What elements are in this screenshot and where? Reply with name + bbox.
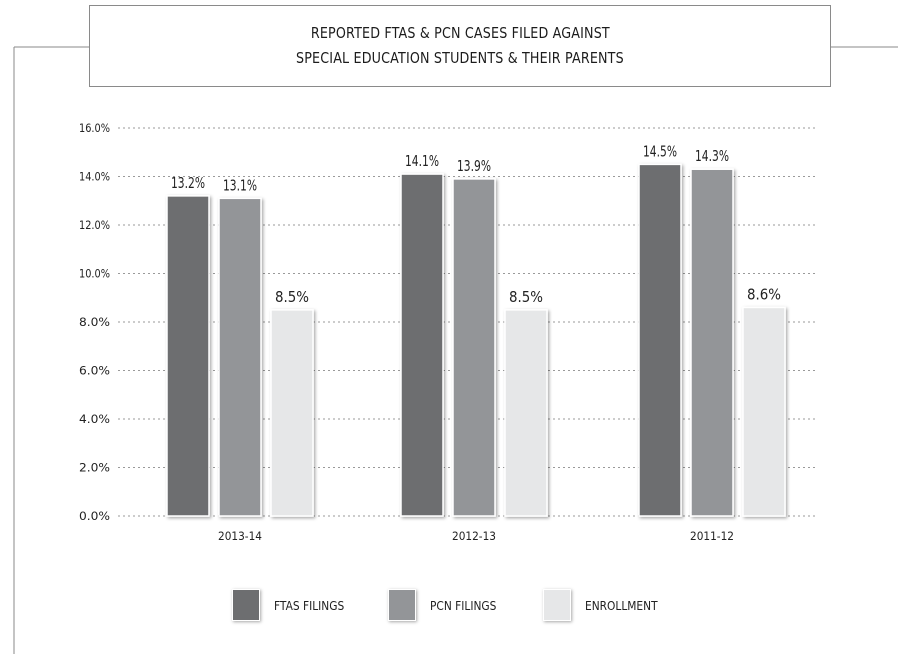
legend-item-ftas: FTAS FILINGS	[232, 589, 357, 621]
bar-ftas-2	[400, 173, 444, 517]
legend-swatch-pcn	[388, 589, 416, 621]
y-tick-label: 10.0%	[79, 267, 110, 281]
y-tick-label: 2.0%	[79, 461, 110, 475]
data-labels: 13.2% 13.1% 8.5% 14.1% 13.9% 8.5% 14.5% 14.3% 8.…	[171, 142, 781, 306]
legend-swatch-enrollment	[543, 589, 571, 621]
x-axis-categories: 2013-14 2012-13 2011-12	[218, 529, 734, 543]
legend: FTAS FILINGS PCN FILINGS ENROLLMENT	[0, 589, 898, 623]
y-tick-label: 14.0%	[79, 170, 110, 184]
legend-item-pcn: PCN FILINGS	[388, 589, 508, 621]
legend-swatch-ftas	[232, 589, 260, 621]
chart-title-box: REPORTED FTAS & PCN CASES FILED AGAINST …	[89, 5, 831, 87]
y-tick-label: 4.0%	[79, 412, 110, 426]
bar-pcn-3	[690, 168, 734, 517]
chart-title-line-1: REPORTED FTAS & PCN CASES FILED AGAINST	[310, 24, 610, 42]
x-category-label: 2013-14	[218, 529, 262, 543]
data-label-enrollment-2: 8.5%	[509, 288, 543, 306]
data-label-ftas-2: 14.1%	[405, 152, 439, 170]
bar-ftas-3	[638, 163, 682, 517]
bar-pcn-1	[218, 197, 262, 517]
bars	[166, 163, 786, 517]
bar-pcn-2	[452, 178, 496, 517]
data-label-ftas-3: 14.5%	[643, 142, 677, 160]
x-category-label: 2011-12	[690, 529, 734, 543]
data-label-pcn-3: 14.3%	[695, 147, 729, 165]
bar-enrollment-3	[742, 306, 786, 517]
x-category-label: 2012-13	[452, 529, 496, 543]
legend-item-enrollment: ENROLLMENT	[543, 589, 670, 621]
data-label-enrollment-3: 8.6%	[747, 285, 781, 303]
legend-label-pcn: PCN FILINGS	[430, 597, 497, 613]
y-tick-label: 0.0%	[79, 509, 110, 523]
bar-chart: 0.0% 2.0% 4.0% 6.0% 8.0% 10.0% 12.0% 14.0% 16.0%…	[79, 121, 818, 543]
bar-enrollment-2	[504, 309, 548, 517]
chart-title-line-2: SPECIAL EDUCATION STUDENTS & THEIR PAREN…	[296, 49, 624, 67]
legend-label-enrollment: ENROLLMENT	[585, 597, 658, 613]
data-label-pcn-2: 13.9%	[457, 157, 491, 175]
data-label-ftas-1: 13.2%	[171, 174, 205, 192]
y-tick-label: 16.0%	[79, 121, 110, 135]
bar-enrollment-1	[270, 309, 314, 517]
y-tick-label: 12.0%	[79, 218, 110, 232]
data-label-pcn-1: 13.1%	[223, 176, 257, 194]
bar-ftas-1	[166, 195, 210, 517]
y-axis-ticks: 0.0% 2.0% 4.0% 6.0% 8.0% 10.0% 12.0% 14.0% 16.0%	[79, 121, 110, 523]
y-tick-label: 8.0%	[79, 315, 110, 329]
legend-label-ftas: FTAS FILINGS	[274, 597, 345, 613]
y-tick-label: 6.0%	[79, 364, 110, 378]
data-label-enrollment-1: 8.5%	[275, 288, 309, 306]
